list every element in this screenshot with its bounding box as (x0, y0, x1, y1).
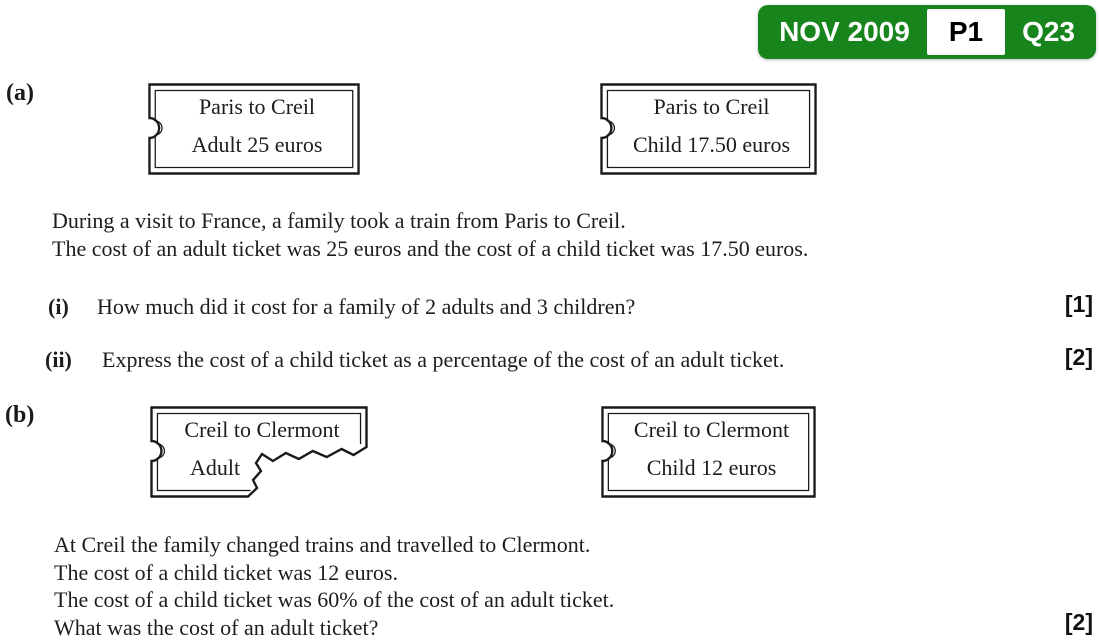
part-b-marks: [2] (1064, 609, 1093, 635)
part-a-intro: During a visit to France, a family took … (52, 207, 808, 263)
ticket-route: Creil to Clermont (184, 417, 340, 442)
ticket-outline-icon (148, 83, 360, 175)
question-i-marks: [1] (1064, 291, 1093, 317)
ticket-fare: Child 12 euros (646, 455, 777, 480)
ticket-outline-icon (600, 83, 817, 175)
part-b-label: (b) (5, 402, 35, 428)
question-badge: NOV 2009 P1 Q23 (758, 5, 1096, 59)
ticket-outline-icon (601, 406, 816, 498)
badge-session: NOV 2009 (779, 16, 910, 47)
part-a-label: (a) (6, 80, 34, 106)
question-i-text: How much did it cost for a family of 2 a… (97, 294, 636, 319)
part-b-line: What was the cost of an adult ticket? (54, 614, 379, 640)
badge-question-number: Q23 (1022, 16, 1075, 47)
question-i-number: (i) (48, 294, 69, 319)
ticket-fare: Adult (190, 455, 241, 480)
ticket-fare: Child 17.50 euros (632, 132, 791, 157)
torn-ticket-outline-icon (150, 406, 368, 498)
ticket-creil-clermont-adult-torn: Creil to Clermont Adult (150, 406, 368, 498)
badge-paper: P1 (926, 9, 1006, 55)
ticket-route: Creil to Clermont (633, 417, 790, 442)
question-ii-text: Express the cost of a child ticket as a … (102, 347, 785, 372)
ticket-creil-clermont-child: Creil to Clermont Child 12 euros (601, 406, 816, 498)
question-ii-marks: [2] (1064, 344, 1093, 370)
ticket-route: Paris to Creil (653, 94, 770, 119)
ticket-paris-creil-adult: Paris to Creil Adult 25 euros (148, 83, 360, 175)
intro-line: During a visit to France, a family took … (52, 208, 626, 233)
ticket-route: Paris to Creil (198, 94, 316, 119)
part-b-line: The cost of a child ticket was 60% of th… (54, 587, 615, 612)
ticket-paris-creil-child: Paris to Creil Child 17.50 euros (600, 83, 817, 175)
intro-line: The cost of an adult ticket was 25 euros… (52, 236, 809, 261)
ticket-fare: Adult 25 euros (191, 132, 323, 157)
question-ii-number: (ii) (45, 347, 72, 372)
part-b-line: The cost of a child ticket was 12 euros. (54, 559, 398, 585)
part-b-text: At Creil the family changed trains and t… (54, 531, 614, 640)
part-b-line: At Creil the family changed trains and t… (54, 532, 591, 557)
